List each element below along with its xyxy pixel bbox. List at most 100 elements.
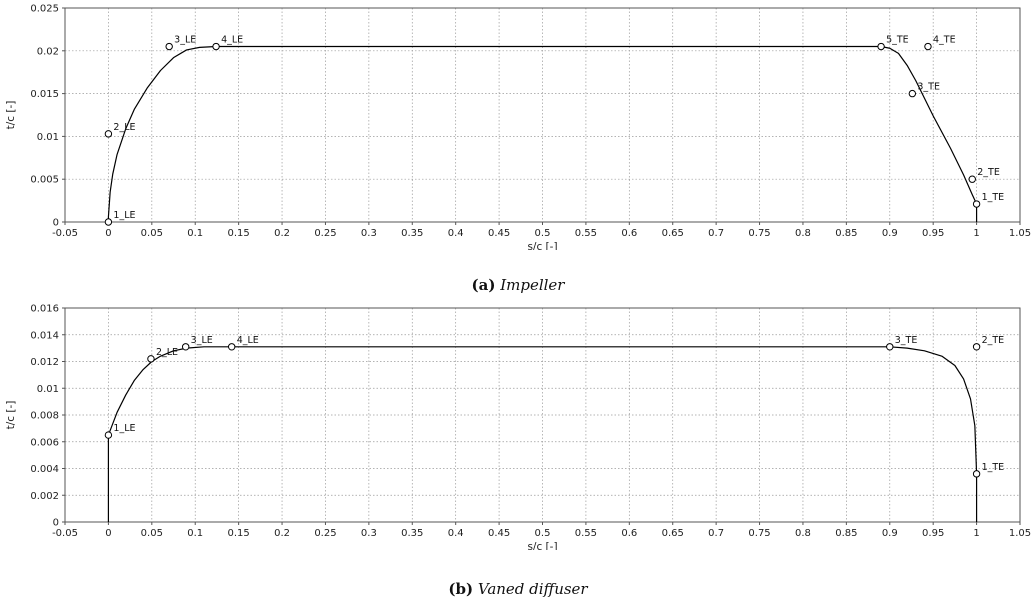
- x-tick-label: 0.6: [621, 228, 637, 239]
- y-tick-label: 0.006: [30, 437, 59, 448]
- x-tick-label: 0.1: [187, 228, 203, 239]
- x-tick-label: 0: [105, 228, 111, 239]
- x-tick-label: 0.3: [361, 528, 377, 539]
- chart-impeller: -0.05 0 0.05 0.1 0.15 0.2 0.25 0.3 0.35 0.4 0.45 0.…: [0, 0, 1036, 254]
- control-point-2-te: [968, 175, 976, 183]
- control-point-label: 1_LE: [113, 423, 135, 434]
- caption-vaned-diffuser-name: Vaned diffuser: [477, 580, 588, 598]
- y-tick-label: 0: [53, 218, 59, 229]
- y-tick-label: 0.025: [30, 4, 59, 15]
- x-tick-label: 0.95: [922, 228, 944, 239]
- y-tick-label: 0.014: [30, 330, 59, 341]
- caption-vaned-diffuser-tag: (b): [448, 580, 474, 598]
- x-tick-label: 0: [105, 528, 111, 539]
- x-tick-label: 1.05: [1009, 228, 1031, 239]
- control-point-2-le: [147, 355, 155, 363]
- y-tick-label: 0.01: [37, 384, 59, 395]
- control-point-label: 2_LE: [156, 347, 178, 358]
- control-point-1-te: [972, 470, 981, 478]
- chart-vaned-diffuser: -0.05 0 0.05 0.1 0.15 0.2 0.25 0.3 0.35 0.4 0.45 0.…: [0, 300, 1036, 554]
- x-tick-label: 0.85: [835, 228, 857, 239]
- control-point-4-le: [212, 42, 220, 51]
- x-tick-label: 0.9: [882, 228, 898, 239]
- control-point-label: 1_TE: [982, 462, 1005, 473]
- x-tick-label: 0.9: [882, 528, 898, 539]
- x-tick-label: 0.55: [575, 528, 597, 539]
- y-tick-label: 0.002: [30, 491, 59, 502]
- control-point-label: 2_LE: [113, 122, 135, 133]
- x-tick-label: 0.7: [708, 528, 724, 539]
- x-tick-label: 1: [973, 228, 979, 239]
- x-tick-label: 0.35: [401, 528, 423, 539]
- y-tick-label: 0.004: [30, 464, 59, 475]
- x-tick-label: 0.8: [795, 228, 811, 239]
- control-point-label: 1_LE: [113, 210, 135, 221]
- x-tick-label: 0.45: [488, 228, 510, 239]
- x-tick-label: 0.2: [274, 528, 290, 539]
- x-tick-label: 0.25: [314, 528, 336, 539]
- caption-impeller-name: Impeller: [500, 276, 565, 294]
- x-tick-label: 0.85: [835, 528, 857, 539]
- x-tick-label: -0.05: [52, 228, 78, 239]
- y-axis-label: t/c [-]: [5, 401, 17, 430]
- x-tick-label: -0.05: [52, 528, 78, 539]
- x-tick-label: 0.05: [141, 228, 163, 239]
- y-tick-label: 0.012: [30, 357, 59, 368]
- x-tick-label: 1.05: [1009, 528, 1031, 539]
- x-tick-label: 0.25: [314, 228, 336, 239]
- caption-impeller-tag: (a): [471, 276, 496, 294]
- control-point-label: 3_TE: [895, 335, 918, 346]
- x-tick-label: 0.4: [448, 228, 464, 239]
- control-point-label: 4_LE: [221, 35, 243, 46]
- x-tick-label: 0.4: [448, 528, 464, 539]
- x-tick-label: 0.75: [748, 228, 770, 239]
- control-point-label: 5_TE: [886, 35, 909, 46]
- x-tick-label: 0.3: [361, 228, 377, 239]
- x-tick-label: 0.8: [795, 528, 811, 539]
- y-axis-label: t/c [-]: [5, 101, 17, 130]
- control-point-3-le: [181, 343, 190, 351]
- control-point-label: 2_TE: [982, 335, 1005, 346]
- y-tick-label: 0.016: [30, 304, 59, 315]
- x-tick-label: 0.45: [488, 528, 510, 539]
- control-point-1-le: [104, 218, 113, 226]
- control-point-label: 2_TE: [977, 167, 1000, 178]
- x-tick-label: 0.05: [141, 528, 163, 539]
- x-tick-label: 0.15: [228, 528, 250, 539]
- control-point-2-le: [104, 130, 113, 138]
- chart-vaned-diffuser-svg: -0.05 0 0.05 0.1 0.15 0.2 0.25 0.3 0.35 0.4 0.45 0.…: [5, 304, 1031, 554]
- control-point-2-te: [972, 343, 981, 351]
- x-axis-label: s/c [-]: [527, 241, 557, 250]
- y-tick-label: 0.02: [37, 46, 59, 57]
- control-point-label: 4_TE: [933, 35, 956, 46]
- x-tick-label: 1: [973, 528, 979, 539]
- grid: [64, 7, 1021, 223]
- x-tick-label: 0.65: [662, 528, 684, 539]
- y-tick-label: 0.01: [37, 132, 59, 143]
- x-tick-label: 0.2: [274, 228, 290, 239]
- control-point-1-te: [972, 200, 981, 208]
- control-point-4-le: [227, 343, 236, 351]
- control-point-3-te: [886, 343, 894, 351]
- y-tick-label: 0: [53, 518, 59, 529]
- x-tick-label: 0.6: [621, 528, 637, 539]
- control-point-label: 1_TE: [982, 192, 1005, 203]
- chart-impeller-svg: -0.05 0 0.05 0.1 0.15 0.2 0.25 0.3 0.35 0.4 0.45 0.…: [5, 4, 1031, 254]
- y-tick-label: 0.005: [30, 175, 59, 186]
- x-tick-label: 0.35: [401, 228, 423, 239]
- control-point-label: 3_LE: [191, 335, 213, 346]
- x-tick-label: 0.55: [575, 228, 597, 239]
- control-point-3-te: [908, 89, 917, 98]
- control-point-4-te: [924, 42, 932, 51]
- caption-vaned-diffuser: (b) Vaned diffuser: [0, 580, 1036, 598]
- y-tick-label: 0.008: [30, 411, 59, 422]
- control-point-5-te: [877, 42, 885, 51]
- x-tick-label: 0.95: [922, 528, 944, 539]
- profile-curve: [107, 346, 978, 522]
- x-tick-label: 0.5: [535, 528, 551, 539]
- x-tick-label: 0.65: [662, 228, 684, 239]
- profile-curve: [107, 45, 978, 222]
- control-point-label: 3_LE: [174, 35, 196, 46]
- x-tick-label: 0.15: [228, 228, 250, 239]
- control-point-1-le: [104, 431, 113, 439]
